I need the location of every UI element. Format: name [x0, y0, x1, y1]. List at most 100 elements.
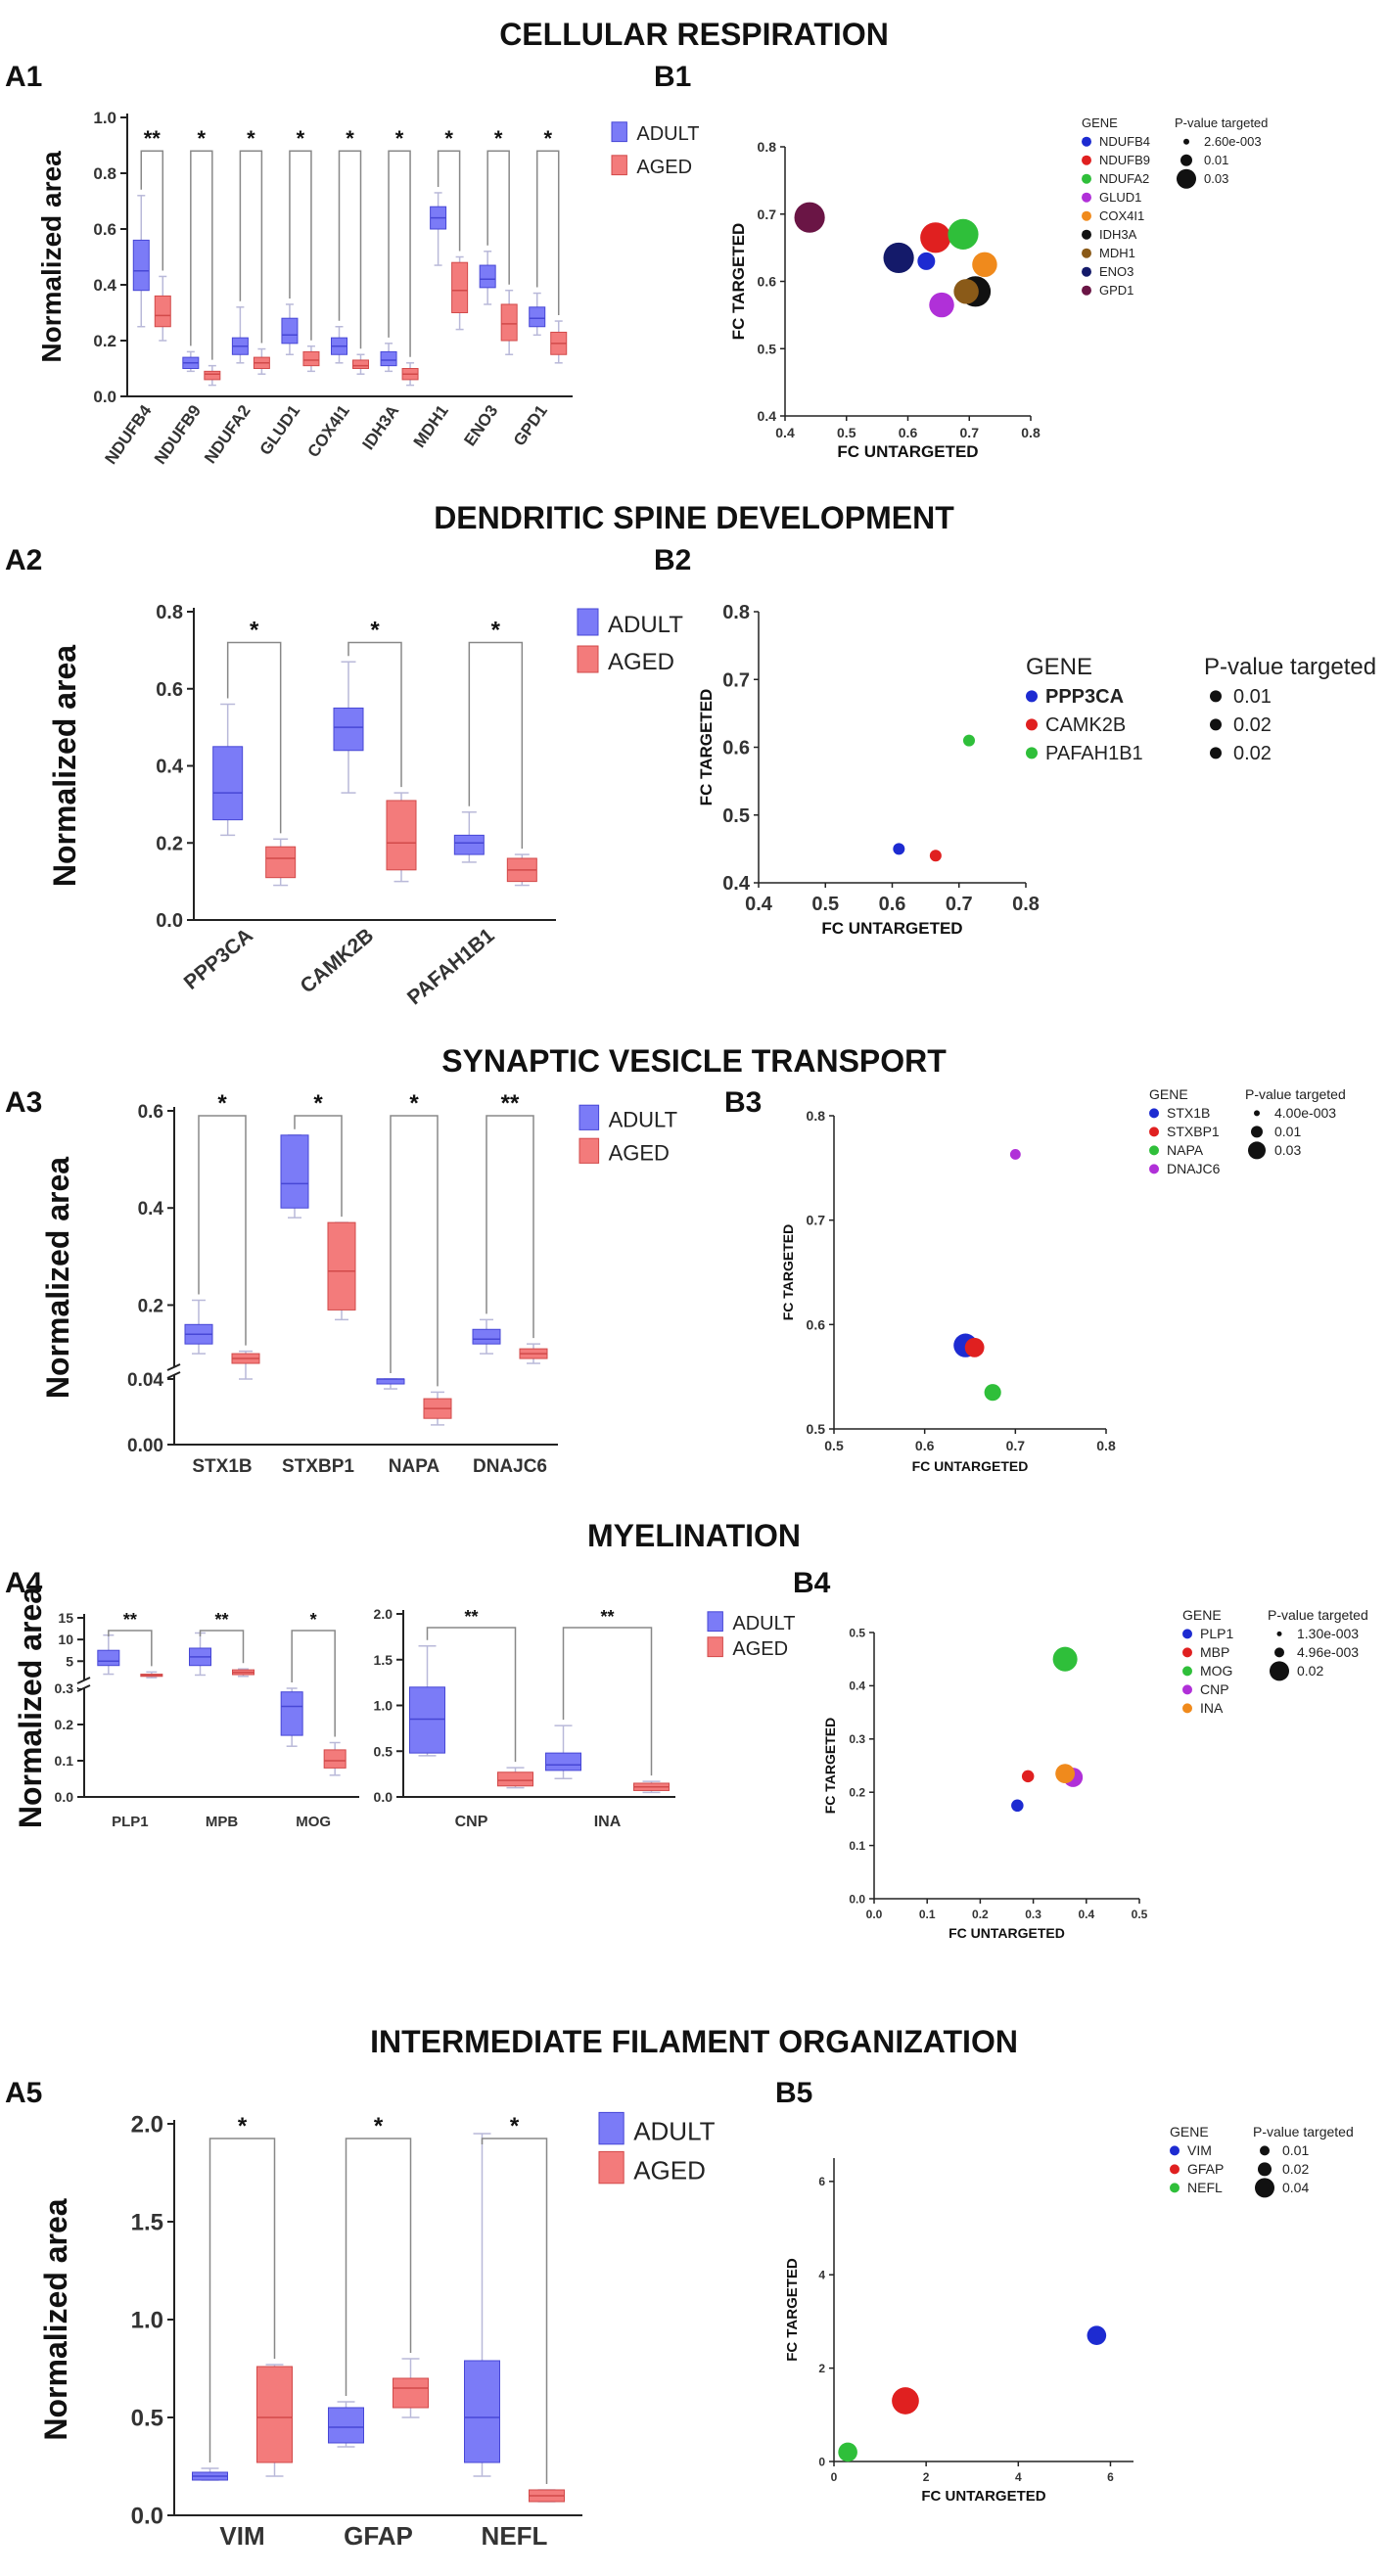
panel-label-b1: B1	[654, 61, 691, 93]
significance-star: *	[250, 618, 259, 644]
legend-label-aged: AGED	[732, 1638, 788, 1660]
legend-dot-eno3	[1082, 266, 1091, 277]
significance-bracket	[291, 1630, 336, 1737]
y-tick-label: 0.4	[722, 873, 751, 895]
legend-label-napa: NAPA	[1167, 1142, 1204, 1158]
legend-dot-ina	[1182, 1703, 1192, 1714]
point-ppp3ca	[893, 843, 905, 855]
legend-label-pafah1b1: PAFAH1B1	[1045, 743, 1143, 764]
box-aged	[265, 846, 297, 879]
y-tick-label: 0.6	[722, 738, 750, 759]
legend-label-adult: ADULT	[608, 612, 683, 638]
box-adult	[472, 1328, 501, 1345]
y-tick-label: 0.3	[849, 1732, 865, 1746]
y-tick-label: 2	[818, 2362, 825, 2375]
panel-label-b3: B3	[724, 1086, 762, 1119]
y-tick-label: 0.5	[758, 341, 777, 356]
significance-star: *	[510, 2113, 520, 2139]
x-tick-label: 0.8	[1021, 425, 1041, 440]
x-tick-label: GLUD1	[256, 401, 304, 458]
point-dnajc6	[1009, 1149, 1021, 1160]
legend-swatch-aged	[577, 645, 599, 673]
x-tick-label: CAMK2B	[297, 924, 379, 997]
significance-star: **	[600, 1607, 614, 1627]
y-tick-label: 0.1	[55, 1753, 74, 1769]
significance-star: *	[297, 126, 305, 151]
significance-bracket	[289, 150, 312, 341]
box-adult	[132, 239, 150, 292]
legend-label-aged: AGED	[608, 649, 674, 675]
y-tick-label: 0.6	[156, 679, 183, 701]
x-tick-label: 0.6	[879, 894, 906, 915]
significance-star: *	[217, 1090, 227, 1117]
legend-size-label: 0.03	[1274, 1142, 1301, 1158]
legend-dot-pafah1b1	[1026, 747, 1038, 759]
legend-size-label: 0.02	[1297, 1663, 1323, 1679]
point-mog	[1052, 1646, 1078, 1672]
y-tick-label: 0.8	[758, 139, 777, 155]
box-aged	[451, 261, 469, 314]
x-tick-label: 0.7	[960, 425, 980, 440]
x-tick-label: COX4I1	[304, 401, 353, 460]
legend-size-dot	[1251, 1126, 1263, 1138]
x-tick-label: 2	[923, 2470, 930, 2484]
x-axis-title: FC UNTARGETED	[948, 1925, 1065, 1941]
legend-size-dot	[1210, 690, 1222, 703]
legend-size-dot	[1258, 2162, 1272, 2177]
significance-bracket	[486, 1115, 534, 1339]
y-tick-label: 0.6	[807, 1316, 826, 1332]
x-tick-label: NDUFB9	[151, 401, 205, 467]
significance-star: *	[247, 126, 255, 151]
legend-label-vim: VIM	[1187, 2142, 1212, 2158]
x-tick-label: VIM	[219, 2521, 264, 2551]
axis-break-mark	[166, 1363, 181, 1371]
x-tick-label: 0.5	[1132, 1908, 1148, 1921]
legend-title-gene: GENE	[1182, 1607, 1222, 1623]
legend-title-pvalue: P-value targeted	[1268, 1607, 1368, 1623]
box-adult	[280, 1134, 309, 1209]
x-tick-label: NDUFB4	[101, 401, 155, 468]
legend-label-mdh1: MDH1	[1099, 246, 1135, 260]
x-tick-label: MPB	[206, 1814, 239, 1830]
legend-size-label: 0.01	[1204, 153, 1228, 167]
significance-bracket	[481, 2138, 548, 2484]
legend-dot-ndufb4	[1082, 136, 1091, 147]
y-tick-label: 0.8	[807, 1108, 826, 1124]
y-tick-label: 1.5	[374, 1652, 393, 1668]
point-pafah1b1	[962, 734, 975, 747]
legend-label-ppp3ca: PPP3CA	[1045, 686, 1124, 708]
x-tick-label: PPP3CA	[180, 924, 257, 994]
box-aged	[327, 1221, 356, 1311]
y-tick-label: 0.0	[55, 1789, 74, 1805]
y-tick-label: 0.1	[849, 1839, 865, 1853]
scatter-b3: 0.5 0.6 0.7 0.8 0.5 0.6 0.7 0.8 FC UNTARGETED FC …	[780, 1086, 1346, 1474]
box-adult	[280, 1691, 303, 1736]
point-ndufb4	[917, 252, 936, 270]
significance-star: *	[310, 1610, 317, 1630]
point-stxbp1	[964, 1337, 985, 1357]
x-tick-label: MOG	[296, 1814, 331, 1830]
x-tick-label: STXBP1	[282, 1456, 354, 1477]
box-adult	[212, 746, 244, 821]
legend-size-dot	[1255, 2178, 1274, 2198]
x-tick-label: 0.5	[811, 894, 839, 915]
y-tick-label: 0.0	[93, 388, 116, 406]
legend-size-dot	[1254, 1110, 1260, 1117]
significance-star: *	[370, 618, 380, 644]
panel-label-a3: A3	[5, 1086, 42, 1119]
significance-star: *	[395, 126, 404, 151]
legend-size-label: 0.02	[1233, 743, 1272, 764]
point-gpd1	[794, 202, 825, 233]
y-tick-label: 0.2	[849, 1786, 865, 1800]
x-axis-title: FC UNTARGETED	[837, 442, 978, 461]
y-tick-label: 0.5	[849, 1626, 865, 1639]
y-tick-label: 0.8	[722, 602, 750, 623]
legend-dot-stxbp1	[1149, 1127, 1159, 1137]
legend-title-gene: GENE	[1170, 2124, 1209, 2139]
legend-dot-camk2b	[1026, 718, 1038, 731]
legend-title-gene: GENE	[1149, 1086, 1188, 1102]
y-tick-label: 1.0	[131, 2308, 163, 2334]
panel-label-b4: B4	[793, 1567, 831, 1599]
legend-swatch-aged	[598, 2150, 625, 2185]
significance-bracket	[338, 150, 362, 349]
